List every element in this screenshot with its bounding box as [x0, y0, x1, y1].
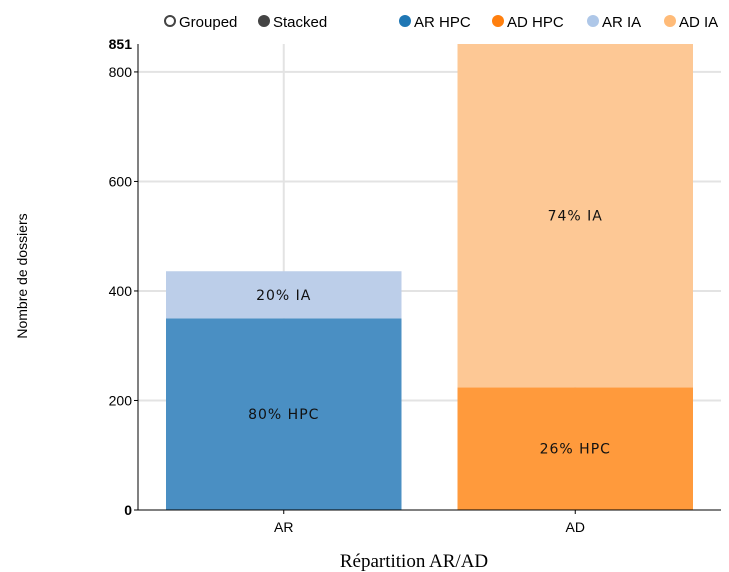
x-tick-label: AR — [274, 519, 293, 535]
y-tick-label: 600 — [109, 173, 133, 189]
y-tick-label: 0 — [124, 502, 132, 518]
legend-control-stacked[interactable]: Stacked — [258, 14, 327, 31]
segment-labels: 80% HPC 20% IA 26% HPC 74% IA — [248, 209, 611, 458]
legend-item-ar-hpc[interactable]: AR HPC — [399, 14, 471, 31]
bar-segment-ad-ia — [457, 44, 693, 388]
segment-label: 26% HPC — [540, 442, 611, 458]
legend-item-label: AR HPC — [414, 14, 471, 31]
bar-segment-ad-hpc — [457, 387, 693, 510]
legend-control-grouped[interactable]: Grouped — [164, 14, 237, 31]
y-max-label: 851 — [109, 36, 133, 52]
legend-item-ad-hpc[interactable]: AD HPC — [492, 14, 564, 31]
x-axis-title: Répartition AR/AD — [340, 551, 488, 572]
radio-selected-icon — [258, 15, 270, 27]
radio-empty-icon — [164, 15, 176, 27]
bars — [166, 44, 693, 510]
legend-swatch-icon — [492, 15, 504, 27]
legend-control-label: Stacked — [273, 14, 327, 31]
y-tick-label: 800 — [109, 64, 133, 80]
segment-label: 20% IA — [256, 288, 311, 304]
legend-control-label: Grouped — [179, 14, 237, 31]
legend-item-label: AD IA — [679, 14, 718, 31]
segment-label: 74% IA — [548, 209, 603, 225]
legend-swatch-icon — [664, 15, 676, 27]
axes: 0 200 400 600 800 851 AR AD — [109, 36, 721, 535]
legend-item-ar-ia[interactable]: AR IA — [587, 14, 641, 31]
y-tick-label: 400 — [109, 283, 133, 299]
legend-swatch-icon — [399, 15, 411, 27]
legend-item-label: AR IA — [602, 14, 641, 31]
legend-item-ad-ia[interactable]: AD IA — [664, 14, 718, 31]
legend-swatch-icon — [587, 15, 599, 27]
legend-item-label: AD HPC — [507, 14, 564, 31]
x-tick-label: AD — [566, 519, 585, 535]
bar-segment-ar-hpc — [166, 318, 402, 510]
y-axis-title: Nombre de dossiers — [14, 213, 30, 338]
bar-segment-ar-ia — [166, 271, 402, 319]
y-tick-label: 200 — [109, 392, 133, 408]
segment-label: 80% HPC — [248, 407, 319, 423]
legend: Grouped Stacked AR HPC AD HPC AR IA AD IA — [164, 14, 718, 31]
